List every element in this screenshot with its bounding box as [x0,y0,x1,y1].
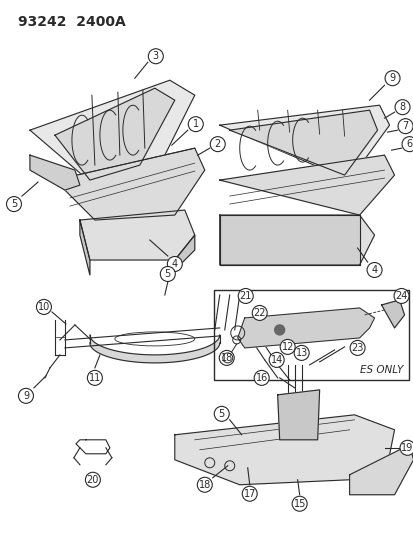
Circle shape [219,350,234,366]
Circle shape [394,100,409,115]
Circle shape [366,263,381,278]
Circle shape [160,266,175,281]
Text: 20: 20 [86,475,99,484]
Polygon shape [30,80,194,190]
Text: 8: 8 [399,102,405,112]
Circle shape [280,340,294,354]
Circle shape [210,136,225,151]
Polygon shape [219,215,374,265]
Circle shape [274,325,284,335]
Text: 18: 18 [198,480,210,490]
Polygon shape [229,110,377,175]
Circle shape [349,341,364,356]
Circle shape [401,136,413,151]
Polygon shape [219,215,359,265]
Text: ES ONLY: ES ONLY [359,365,403,375]
Circle shape [87,370,102,385]
Circle shape [393,288,408,303]
Circle shape [36,300,51,314]
Polygon shape [277,390,319,440]
Text: 9: 9 [23,391,29,401]
Polygon shape [237,308,374,348]
Text: 17: 17 [243,489,255,499]
Text: 4: 4 [370,265,377,275]
Circle shape [197,477,212,492]
Text: 19: 19 [401,443,413,453]
Text: 12: 12 [281,342,293,352]
Polygon shape [349,445,413,495]
Polygon shape [219,155,394,215]
Polygon shape [55,88,174,180]
Polygon shape [90,335,219,363]
Text: 5: 5 [11,199,17,209]
Text: 13: 13 [295,348,307,358]
Circle shape [85,472,100,487]
Text: 6: 6 [406,139,412,149]
Text: 5: 5 [164,269,171,279]
Circle shape [237,288,253,303]
Circle shape [399,440,413,455]
Polygon shape [30,155,80,190]
Polygon shape [219,105,389,180]
Text: 10: 10 [38,302,50,312]
Circle shape [7,197,21,212]
Circle shape [188,117,203,132]
Circle shape [294,345,309,360]
Text: 11: 11 [88,373,101,383]
Polygon shape [80,220,90,275]
Circle shape [19,389,33,403]
Polygon shape [80,210,194,260]
Text: 21: 21 [239,291,251,301]
Circle shape [214,406,229,421]
Polygon shape [381,300,404,328]
Text: 22: 22 [253,308,265,318]
Text: 4: 4 [171,259,178,269]
Bar [213,290,408,380]
Circle shape [148,49,163,64]
Circle shape [397,119,412,134]
Circle shape [384,71,399,86]
Circle shape [292,496,306,511]
Text: 2: 2 [214,139,221,149]
Text: 7: 7 [401,121,408,131]
Text: 1: 1 [192,119,198,129]
Polygon shape [174,235,194,270]
Text: 14: 14 [270,355,282,365]
Circle shape [167,256,182,271]
Circle shape [242,486,256,501]
Circle shape [254,370,268,385]
Text: 93242  2400A: 93242 2400A [18,15,126,29]
Polygon shape [55,148,204,220]
Text: 16: 16 [255,373,267,383]
Text: 24: 24 [394,291,407,301]
Polygon shape [174,415,394,484]
Text: 9: 9 [389,73,395,83]
Text: 15: 15 [293,499,305,508]
Circle shape [268,352,283,367]
Text: 3: 3 [152,51,159,61]
Text: 18: 18 [220,353,232,363]
Text: 5: 5 [218,409,224,419]
Circle shape [252,305,266,320]
Text: 23: 23 [351,343,363,353]
